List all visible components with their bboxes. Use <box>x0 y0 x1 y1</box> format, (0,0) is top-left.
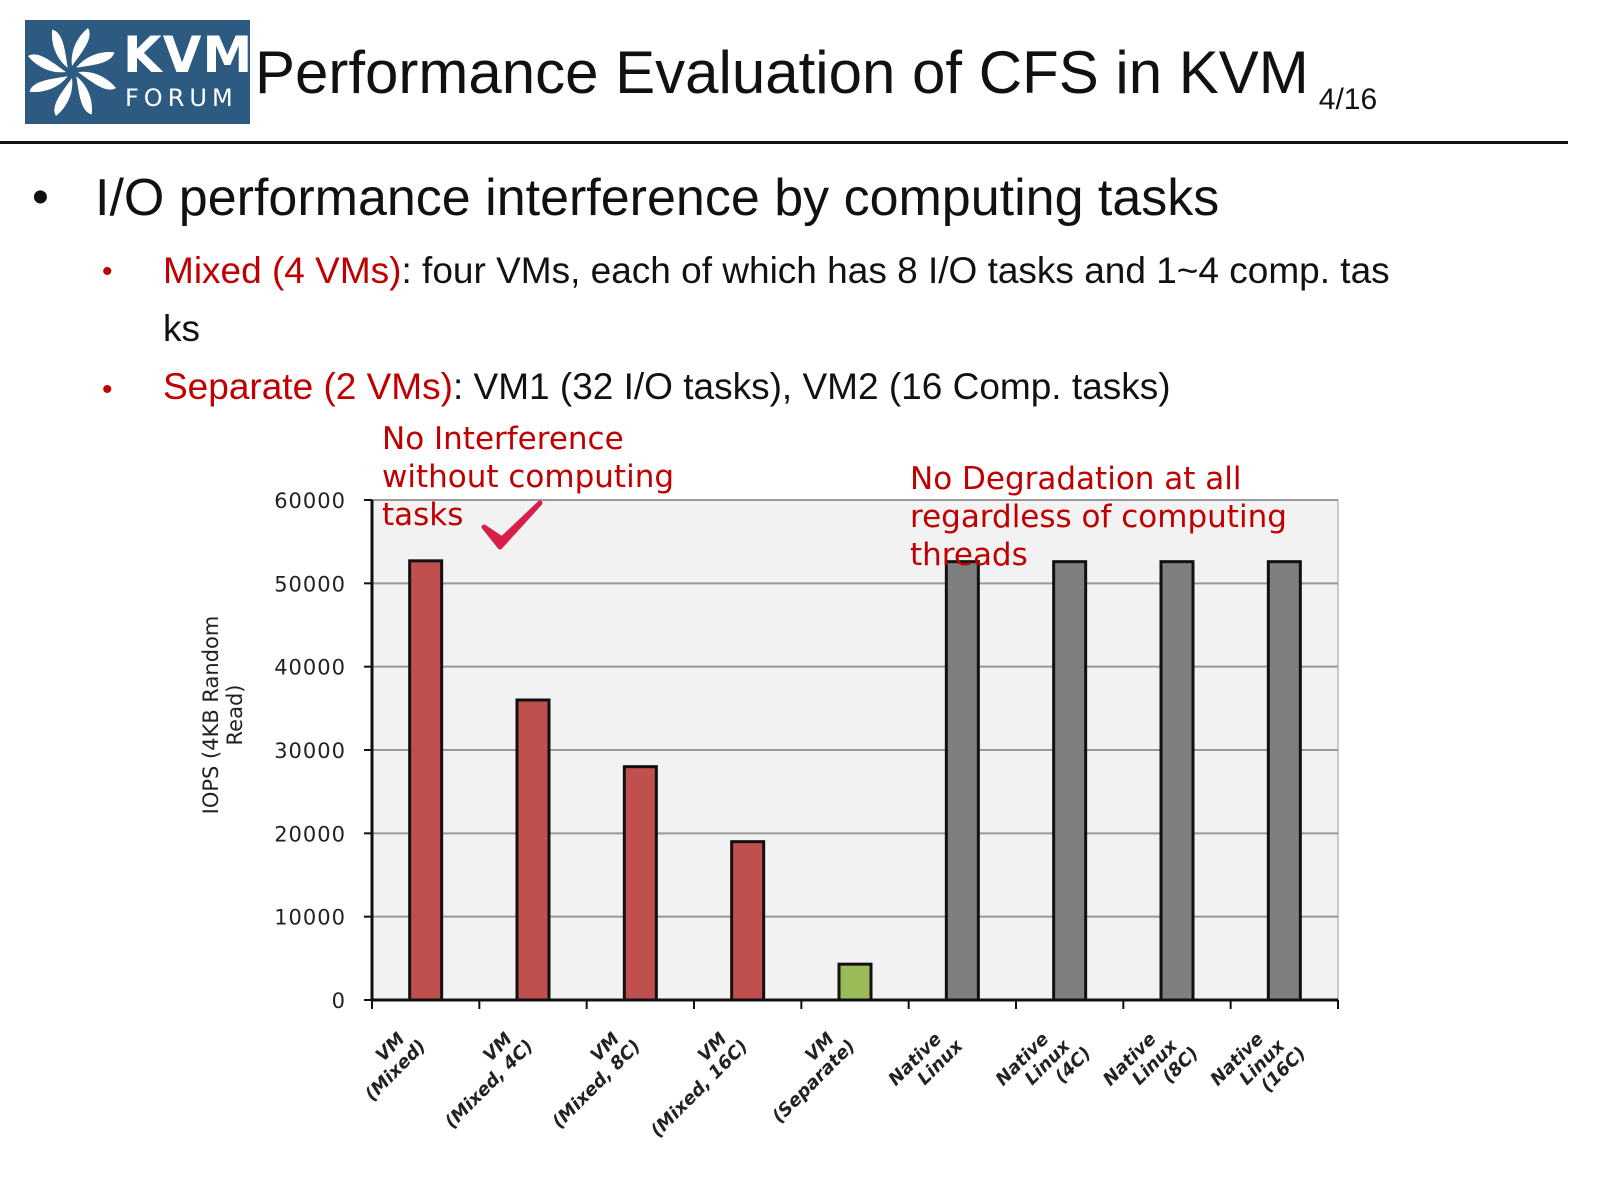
sub-bullet-mixed: Mixed (4 VMs): four VMs, each of which h… <box>163 250 1390 292</box>
x-tick-label: VM(Mixed, 4C) <box>427 1022 538 1133</box>
logo-petal <box>71 28 90 66</box>
logo-kvm: KVM <box>123 26 254 84</box>
x-tick-label: VM(Mixed) <box>347 1022 431 1106</box>
logo-petal <box>76 76 93 115</box>
main-bullet: I/O performance interference by computin… <box>95 169 1220 227</box>
kvm-forum-logo: KVM FORUM <box>25 20 254 124</box>
checkmark-icon <box>481 500 543 550</box>
page-number: 4/16 <box>1318 83 1378 116</box>
sub-bullet-continuation: ks <box>163 308 200 349</box>
annotation-no-interference: No Interference without computing tasks <box>382 421 675 533</box>
logo-petal <box>78 71 116 90</box>
x-tick-label: NativeLinux(8C) <box>1099 1015 1203 1119</box>
bar <box>730 840 766 1002</box>
y-axis-label: IOPS (4KB RandomRead) <box>199 616 247 815</box>
x-tick-label: VM(Mixed, 16C) <box>632 1022 752 1142</box>
y-tick-label: 30000 <box>274 739 346 763</box>
bullet-icon: • <box>32 171 49 224</box>
title-bar: Performance Evaluation of CFS in KVM 4/1… <box>255 38 1377 116</box>
title-divider <box>0 141 1568 144</box>
bar <box>408 559 444 1002</box>
x-tick-label: VM(Mixed, 8C) <box>534 1022 645 1133</box>
y-tick-label: 10000 <box>274 906 346 930</box>
y-tick-label: 60000 <box>274 489 346 513</box>
sub-bullet-text: : four VMs, each of which has 8 I/O task… <box>401 250 1390 291</box>
annotation-no-degradation: No Degradation at all regardless of comp… <box>910 461 1287 573</box>
bar <box>1266 560 1302 1002</box>
bullet-icon: • <box>102 373 113 406</box>
logo-petal <box>28 54 66 73</box>
x-tick-label: NativeLinux(4C) <box>992 1015 1096 1119</box>
y-axis-label-line: Read) <box>223 685 247 746</box>
logo-petal <box>54 78 73 116</box>
y-tick-label: 20000 <box>274 822 346 846</box>
x-tick-label: NativeLinux(16C) <box>1206 1015 1310 1119</box>
bar <box>944 560 980 1002</box>
y-tick-label: 50000 <box>274 572 346 596</box>
logo-forum: FORUM <box>125 84 238 112</box>
bar <box>1159 560 1195 1002</box>
y-tick-label: 40000 <box>274 656 346 680</box>
bar <box>622 765 658 1002</box>
logo-petal <box>76 51 115 68</box>
flower-icon <box>28 28 116 116</box>
bullet-icon: • <box>102 255 113 288</box>
y-axis-label-line: IOPS (4KB Random <box>199 616 223 815</box>
sub-bullet-label: Separate (2 VMs) <box>163 366 453 407</box>
x-tick-label: VM(Separate) <box>754 1022 860 1128</box>
bar <box>1052 560 1088 1002</box>
logo-petal <box>29 76 68 93</box>
sub-bullet-separate: Separate (2 VMs): VM1 (32 I/O tasks), VM… <box>163 366 1171 408</box>
x-tick-label: NativeLinux <box>884 1021 968 1105</box>
sub-bullet-label: Mixed (4 VMs) <box>163 250 402 291</box>
bar <box>837 962 873 1002</box>
y-tick-label: 0 <box>332 989 346 1013</box>
sub-bullet-text: : VM1 (32 I/O tasks), VM2 (16 Comp. task… <box>452 366 1171 407</box>
page-title: Performance Evaluation of CFS in KVM <box>255 39 1309 106</box>
logo-petal <box>51 29 68 68</box>
bar <box>515 698 551 1002</box>
